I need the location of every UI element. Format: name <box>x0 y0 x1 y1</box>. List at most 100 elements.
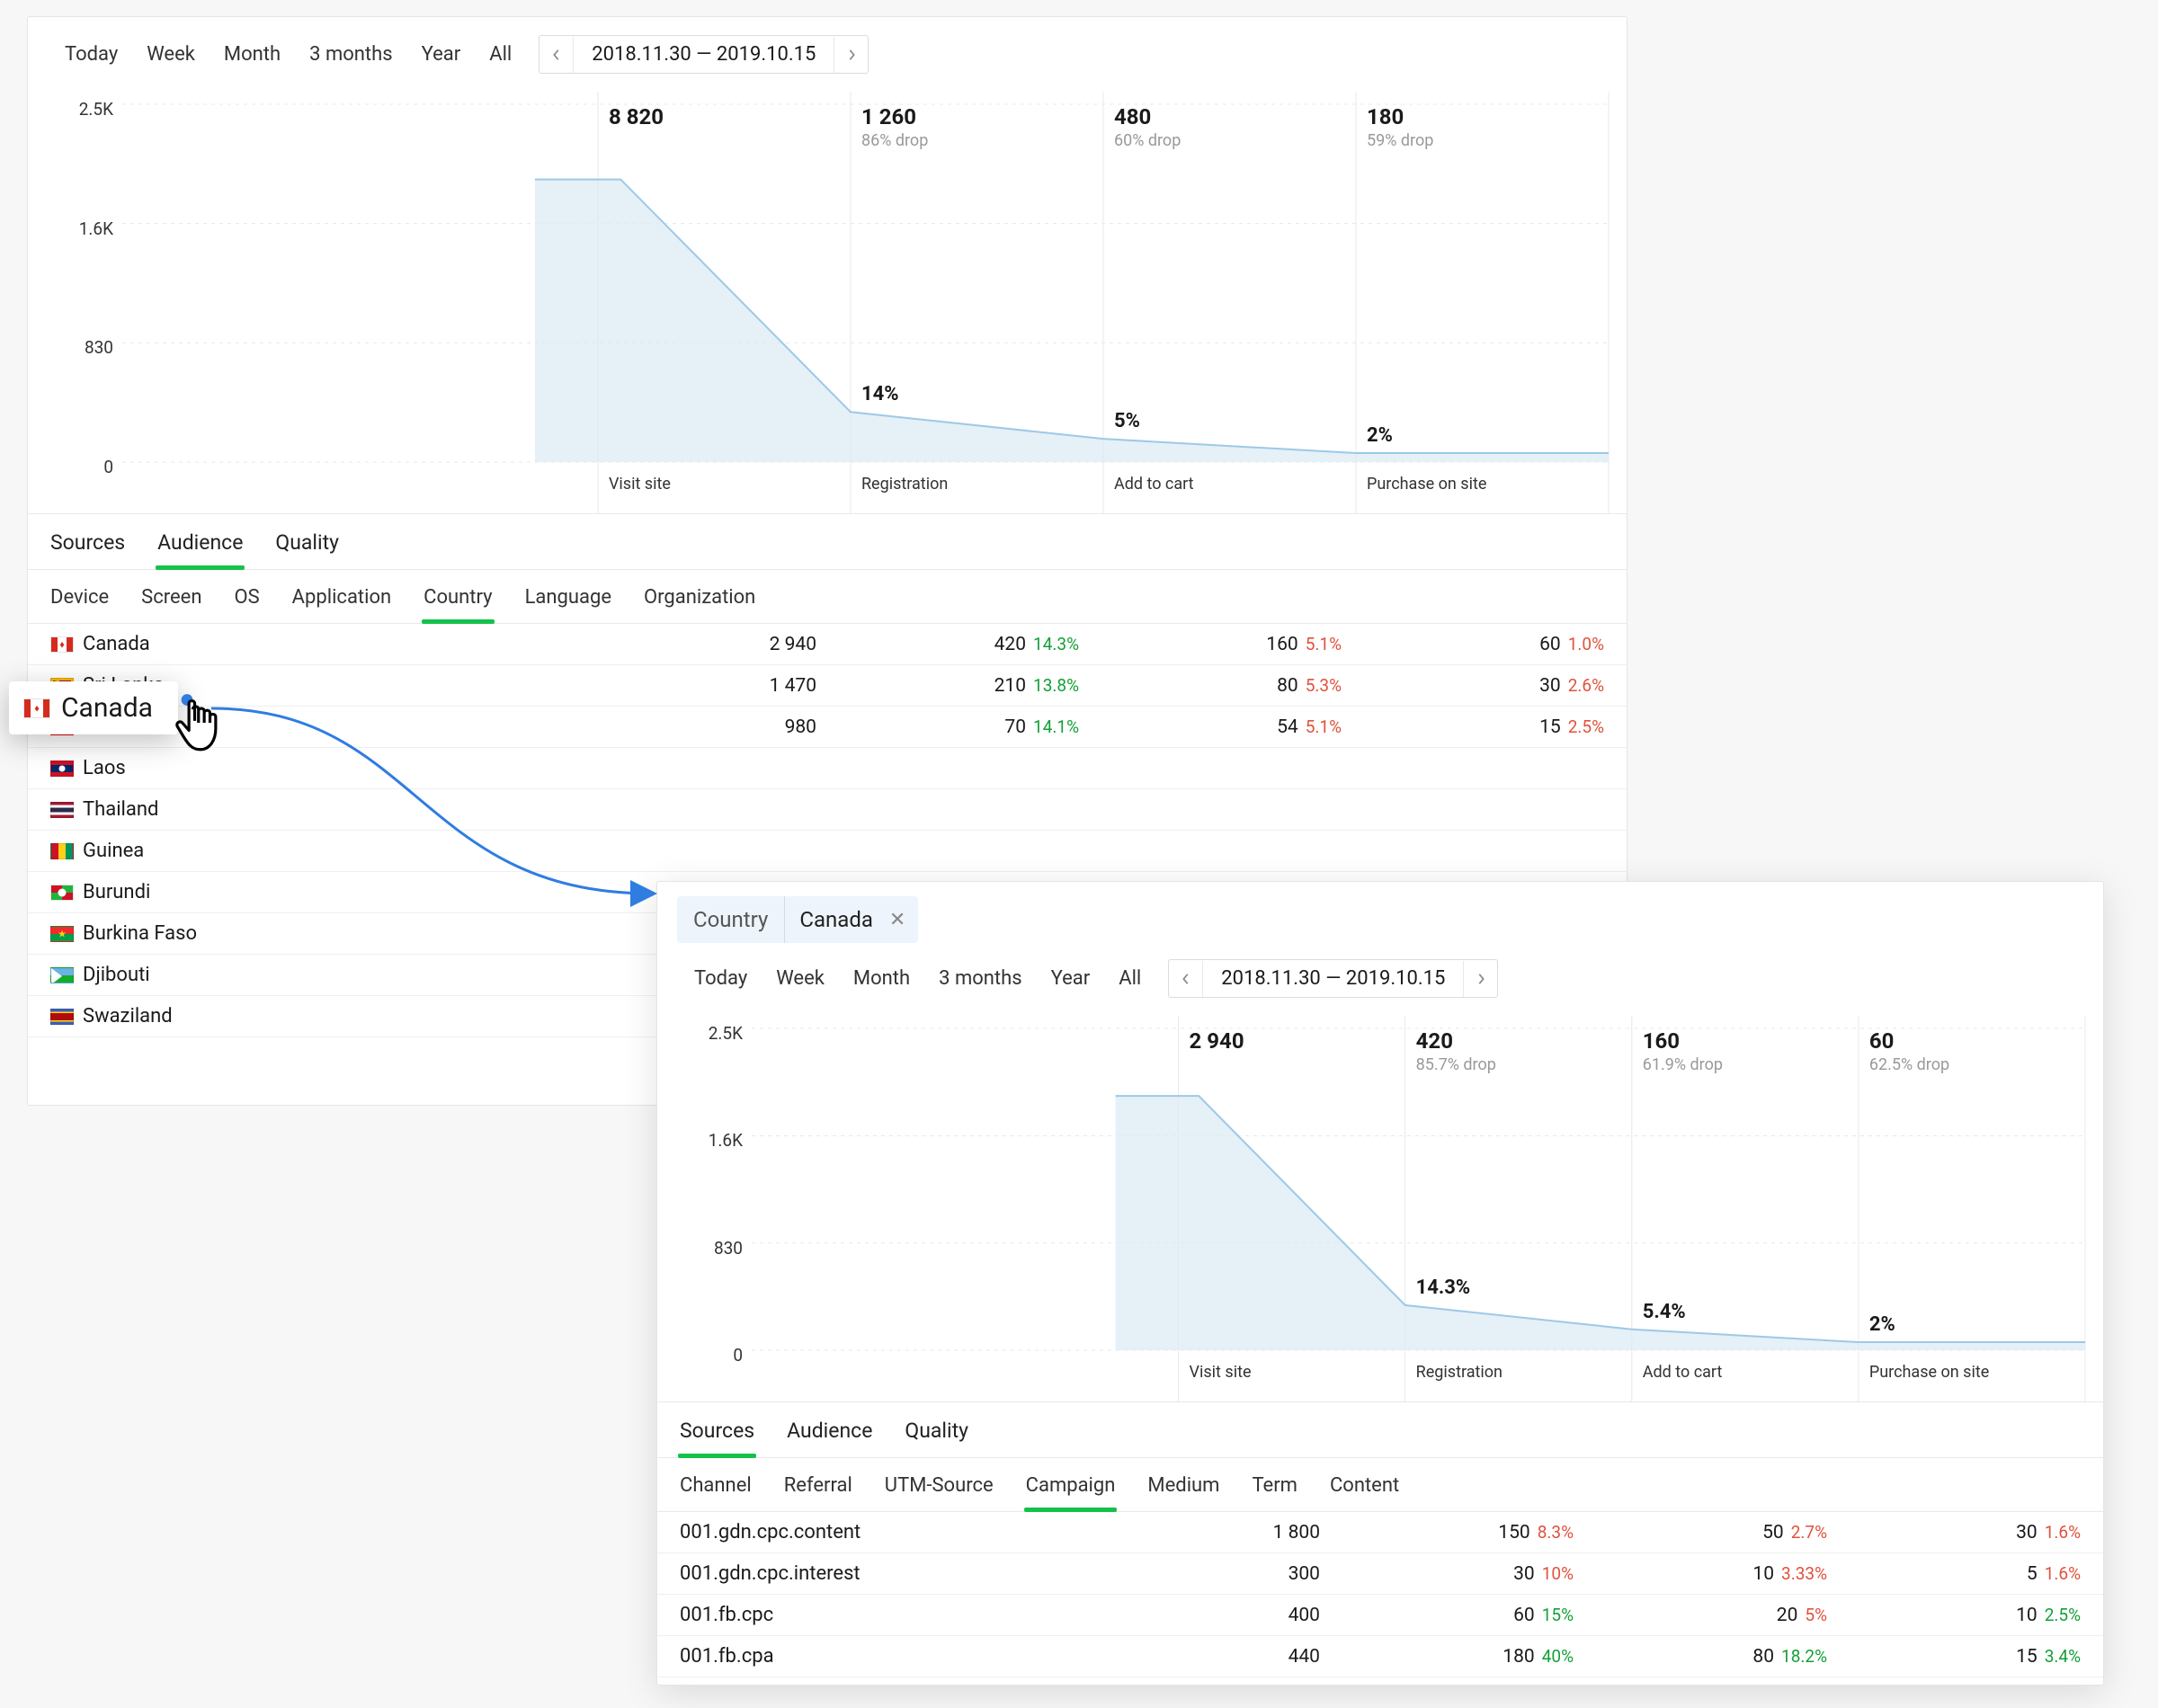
flag-thailand-icon <box>50 802 74 818</box>
date-range[interactable]: 2018.11.30 — 2019.10.15 <box>1203 960 1463 997</box>
time-option-all[interactable]: All <box>1104 959 1155 998</box>
stage-value: 1 260 <box>861 104 928 129</box>
time-option-week[interactable]: Week <box>132 35 210 74</box>
filter-chip[interactable]: Country Canada ✕ <box>677 896 918 943</box>
cell: 502.7% <box>1574 1522 1827 1543</box>
cell: 42014.3% <box>816 634 1079 655</box>
time-option-week[interactable]: Week <box>762 959 839 998</box>
subtab-content[interactable]: Content <box>1330 1474 1399 1511</box>
stage-value: 480 <box>1114 104 1181 129</box>
stage-drop: 59% drop <box>1367 131 1433 150</box>
subtab-language[interactable]: Language <box>525 586 611 623</box>
cursor-hand-icon <box>171 692 234 764</box>
table-row[interactable]: Laos <box>28 748 1627 789</box>
stage-drop: 60% drop <box>1114 131 1181 150</box>
subtab-application[interactable]: Application <box>292 586 391 623</box>
tab-sources[interactable]: Sources <box>680 1419 754 1457</box>
table-row[interactable]: 001.gdn.cpc.interest3003010%103.33%51.6% <box>657 1553 2103 1595</box>
tab-quality[interactable]: Quality <box>275 530 339 569</box>
stage-name: Registration <box>1416 1363 1503 1382</box>
tab-quality[interactable]: Quality <box>905 1419 968 1457</box>
date-range[interactable]: 2018.11.30 — 2019.10.15 <box>574 36 834 73</box>
cell: 302.6% <box>1342 675 1604 697</box>
cell: 545.1% <box>1079 716 1342 738</box>
subtab-device[interactable]: Device <box>50 586 109 623</box>
stage-pct: 5% <box>1114 410 1140 432</box>
time-option-month[interactable]: Month <box>210 35 295 74</box>
cell: 103.33% <box>1574 1563 1827 1585</box>
cell: 2 940 <box>554 634 816 655</box>
tab-audience[interactable]: Audience <box>787 1419 872 1457</box>
funnel-chart: 2.5K1.6K83008 820Visit site1 26086% drop… <box>28 92 1627 514</box>
prev-date-icon[interactable] <box>540 37 574 73</box>
next-date-icon[interactable] <box>1463 961 1497 997</box>
cell: 18040% <box>1320 1646 1574 1668</box>
row-label: Burundi <box>83 881 150 903</box>
subtab-medium[interactable]: Medium <box>1147 1474 1219 1511</box>
row-label: 001.fb.cpa <box>680 1645 774 1668</box>
campaign-table: 001.gdn.cpc.content1 8001508.3%502.7%301… <box>657 1512 2103 1677</box>
remove-filter-icon[interactable]: ✕ <box>887 909 918 931</box>
country-tooltip[interactable]: ♦ Canada <box>9 681 178 734</box>
table-row[interactable]: Guinea <box>28 831 1627 872</box>
stage-value: 180 <box>1367 104 1433 129</box>
sub-tabs: Channel Referral UTM-Source Campaign Medium T… <box>657 1458 2103 1512</box>
cell: 8018.2% <box>1574 1646 1827 1668</box>
stage-value: 2 940 <box>1190 1028 1244 1054</box>
table-row[interactable]: Thailand <box>28 789 1627 831</box>
subtab-term[interactable]: Term <box>1252 1474 1297 1511</box>
stage-drop: 86% drop <box>861 131 928 150</box>
table-row[interactable]: ♦Canada2 94042014.3%1605.1%601.0% <box>28 624 1627 665</box>
flag-laos-icon <box>50 761 74 777</box>
cell: 205% <box>1574 1605 1827 1626</box>
main-tabs: Sources Audience Quality <box>657 1402 2103 1458</box>
subtab-campaign[interactable]: Campaign <box>1026 1474 1116 1511</box>
date-nav: 2018.11.30 — 2019.10.15 <box>1168 959 1498 998</box>
cell: 7014.1% <box>816 716 1079 738</box>
flag-burundi-icon <box>50 885 74 901</box>
cell: 21013.8% <box>816 675 1079 697</box>
time-option-all[interactable]: All <box>475 35 526 74</box>
row-label: Guinea <box>83 840 144 862</box>
prev-date-icon[interactable] <box>1169 961 1203 997</box>
table-row[interactable]: 001.gdn.cpc.content1 8001508.3%502.7%301… <box>657 1512 2103 1553</box>
time-option-3-months[interactable]: 3 months <box>924 959 1036 998</box>
time-option-today[interactable]: Today <box>680 959 762 998</box>
subtab-channel[interactable]: Channel <box>680 1474 752 1511</box>
stage-pct: 5.4% <box>1643 1301 1686 1323</box>
time-option-year[interactable]: Year <box>407 35 476 74</box>
subtab-utm-source[interactable]: UTM-Source <box>885 1474 994 1511</box>
subtab-organization[interactable]: Organization <box>644 586 755 623</box>
row-label: 001.gdn.cpc.content <box>680 1521 861 1543</box>
cell: 51.6% <box>1827 1563 2081 1585</box>
stage-value: 420 <box>1416 1028 1496 1054</box>
stage-pct: 14.3% <box>1416 1277 1471 1299</box>
cell: 300 <box>1066 1563 1320 1585</box>
stage-value: 8 820 <box>609 104 664 129</box>
table-row[interactable]: 001.fb.cpc4006015%205%102.5% <box>657 1595 2103 1636</box>
time-option-month[interactable]: Month <box>839 959 924 998</box>
tooltip-label: Canada <box>61 692 153 724</box>
subtab-screen[interactable]: Screen <box>141 586 201 623</box>
cell: 805.3% <box>1079 675 1342 697</box>
table-row[interactable]: Taiwan9807014.1%545.1%152.5% <box>28 707 1627 748</box>
subtab-referral[interactable]: Referral <box>784 1474 852 1511</box>
date-nav: 2018.11.30 — 2019.10.15 <box>539 35 869 74</box>
cell: 400 <box>1066 1605 1320 1626</box>
time-option-today[interactable]: Today <box>50 35 132 74</box>
time-option-year[interactable]: Year <box>1037 959 1105 998</box>
tab-sources[interactable]: Sources <box>50 530 125 569</box>
row-label: Burkina Faso <box>83 922 197 945</box>
time-option-3-months[interactable]: 3 months <box>295 35 406 74</box>
table-row[interactable]: 001.fb.cpa44018040%8018.2%153.4% <box>657 1636 2103 1677</box>
cell: 440 <box>1066 1646 1320 1668</box>
flag-burkina-icon <box>50 926 74 942</box>
tab-audience[interactable]: Audience <box>157 530 243 569</box>
next-date-icon[interactable] <box>834 37 868 73</box>
subtab-os[interactable]: OS <box>234 586 259 623</box>
table-row[interactable]: Sri Lanka1 47021013.8%805.3%302.6% <box>28 665 1627 707</box>
flag-djibouti-icon <box>50 967 74 983</box>
cell: 980 <box>554 716 816 738</box>
flag-swaziland-icon <box>50 1009 74 1025</box>
subtab-country[interactable]: Country <box>424 586 492 623</box>
